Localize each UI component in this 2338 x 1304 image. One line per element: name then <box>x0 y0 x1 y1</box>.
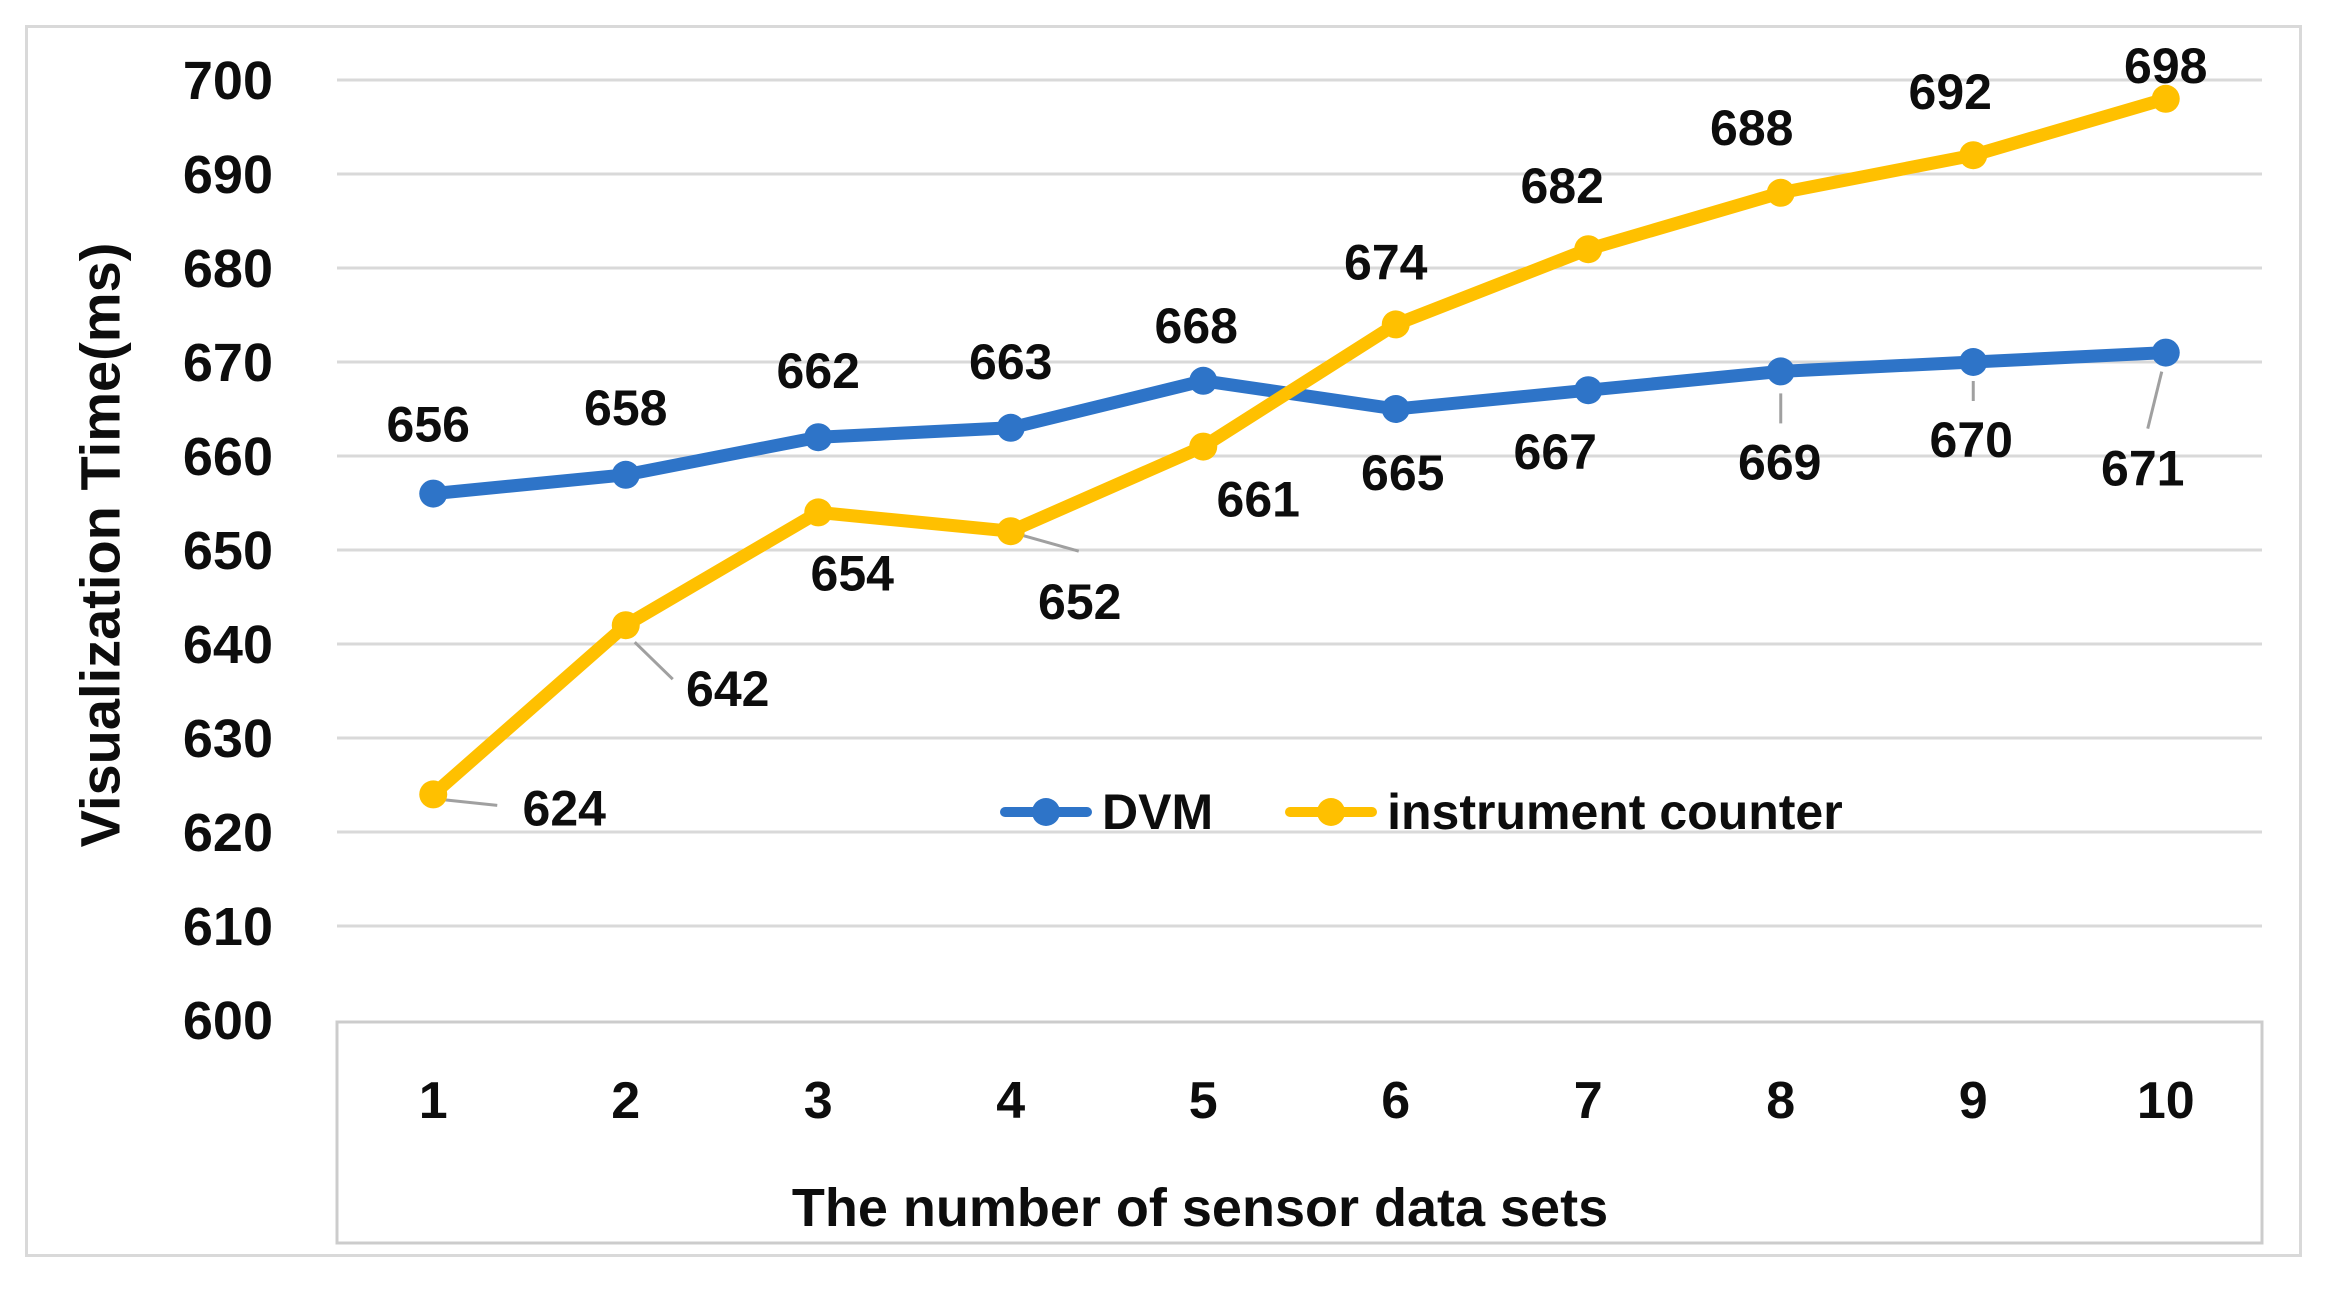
x-tick-label: 9 <box>1959 1072 1988 1130</box>
instrument-counter-marker-icon <box>1317 798 1346 826</box>
data-point-dvm <box>1959 348 1988 376</box>
data-point-dvm <box>611 460 640 489</box>
x-tick-label: 3 <box>804 1072 833 1130</box>
data-label-dvm: 658 <box>584 380 667 436</box>
y-tick-label: 670 <box>183 333 273 393</box>
x-tick-label: 7 <box>1574 1072 1603 1130</box>
data-point-dvm <box>996 413 1025 442</box>
data-label-dvm: 670 <box>1930 412 2013 468</box>
data-point-dvm <box>1381 395 1410 423</box>
dvm-line-swatch-icon <box>1000 798 1092 826</box>
legend-item-dvm: DVM <box>1000 783 1213 841</box>
y-tick-label: 680 <box>183 239 273 299</box>
x-axis-label-box <box>335 1020 2264 1245</box>
leader-line <box>440 797 498 807</box>
y-tick-label: 610 <box>183 897 273 957</box>
data-point-dvm <box>1189 366 1218 395</box>
leader-line <box>633 641 674 681</box>
legend-item-instrument-counter: instrument counter <box>1285 783 1843 841</box>
data-label-dvm: 671 <box>2101 441 2184 497</box>
data-point-dvm <box>419 479 448 508</box>
x-tick-label: 2 <box>611 1072 640 1130</box>
data-point-dvm <box>804 423 833 452</box>
data-point-dvm <box>2151 338 2180 367</box>
figure-border <box>25 25 2302 1257</box>
x-tick-label: 6 <box>1381 1072 1410 1130</box>
data-label-instrument-counter: 652 <box>1038 574 1121 630</box>
data-point-instrument-counter <box>419 780 448 809</box>
data-label-instrument-counter: 661 <box>1217 472 1300 528</box>
data-label-dvm: 663 <box>969 334 1052 390</box>
data-label-instrument-counter: 674 <box>1344 234 1428 290</box>
x-axis-title: The number of sensor data sets <box>791 1178 1609 1238</box>
data-label-instrument-counter: 682 <box>1521 158 1604 214</box>
data-label-instrument-counter: 698 <box>2124 38 2207 94</box>
y-tick-label: 650 <box>183 521 273 581</box>
series-line-dvm <box>426 346 2173 501</box>
data-label-dvm: 656 <box>387 397 470 453</box>
data-point-instrument-counter <box>1381 310 1410 339</box>
x-tick-label: 4 <box>996 1072 1025 1130</box>
x-tick-label: 8 <box>1766 1072 1795 1130</box>
data-label-dvm: 669 <box>1738 434 1821 490</box>
data-label-instrument-counter: 692 <box>1909 64 1992 120</box>
data-point-instrument-counter <box>996 517 1025 546</box>
data-label-instrument-counter: 624 <box>523 780 607 836</box>
y-tick-label: 630 <box>183 709 273 769</box>
data-label-dvm: 665 <box>1361 445 1444 501</box>
data-point-instrument-counter <box>1766 178 1795 207</box>
data-point-instrument-counter <box>1189 432 1218 461</box>
data-point-instrument-counter <box>1574 235 1603 264</box>
data-label-dvm: 668 <box>1155 298 1238 354</box>
data-point-instrument-counter <box>1959 141 1988 170</box>
leader-line <box>2146 371 2164 429</box>
y-tick-label: 690 <box>183 145 273 205</box>
data-label-instrument-counter: 654 <box>811 545 895 601</box>
legend: DVM instrument counter <box>1000 783 1843 841</box>
data-point-dvm <box>1766 357 1795 386</box>
x-tick-label: 5 <box>1189 1072 1218 1130</box>
data-point-instrument-counter <box>611 611 640 640</box>
y-axis-title: Visualization Time(ms) <box>68 242 132 848</box>
dvm-marker-icon <box>1032 798 1060 826</box>
data-point-instrument-counter <box>2151 84 2180 113</box>
data-label-dvm: 667 <box>1514 424 1597 480</box>
y-tick-label: 600 <box>183 991 273 1051</box>
x-tick-label: 1 <box>419 1072 448 1130</box>
data-label-dvm: 662 <box>777 343 860 399</box>
series-line-instrument-counter <box>426 92 2173 801</box>
y-tick-label: 620 <box>183 803 273 863</box>
y-tick-label: 660 <box>183 427 273 487</box>
instrument-counter-line-swatch-icon <box>1285 798 1378 826</box>
legend-label-instrument-counter: instrument counter <box>1387 784 1843 840</box>
x-tick-label: 10 <box>2137 1072 2195 1130</box>
legend-label-dvm: DVM <box>1102 784 1214 840</box>
y-tick-label: 700 <box>183 51 273 111</box>
data-point-instrument-counter <box>804 498 833 527</box>
data-label-instrument-counter: 642 <box>686 661 769 717</box>
data-point-dvm <box>1574 376 1603 405</box>
data-label-instrument-counter: 688 <box>1710 100 1793 156</box>
y-tick-label: 640 <box>183 615 273 675</box>
leader-line <box>1014 531 1080 553</box>
